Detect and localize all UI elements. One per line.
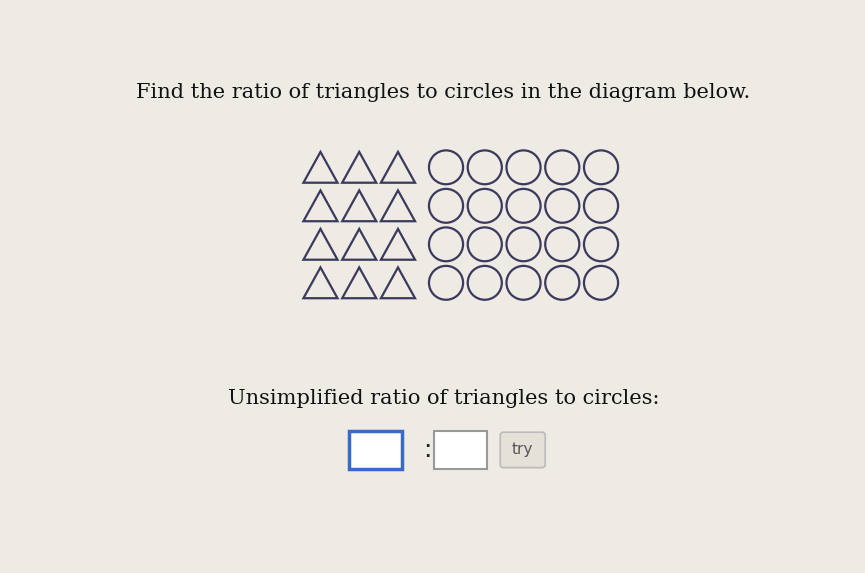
- Text: try: try: [512, 442, 534, 457]
- Polygon shape: [304, 268, 337, 298]
- Polygon shape: [381, 152, 415, 183]
- Polygon shape: [381, 229, 415, 260]
- Polygon shape: [381, 190, 415, 221]
- Circle shape: [507, 266, 541, 300]
- Polygon shape: [343, 268, 376, 298]
- Circle shape: [584, 227, 618, 261]
- FancyBboxPatch shape: [349, 431, 402, 469]
- Circle shape: [507, 150, 541, 185]
- Circle shape: [545, 266, 580, 300]
- Circle shape: [545, 227, 580, 261]
- Circle shape: [545, 189, 580, 223]
- Circle shape: [468, 150, 502, 185]
- Circle shape: [429, 227, 463, 261]
- Circle shape: [429, 150, 463, 185]
- Text: Find the ratio of triangles to circles in the diagram below.: Find the ratio of triangles to circles i…: [136, 83, 751, 101]
- Circle shape: [468, 266, 502, 300]
- Polygon shape: [343, 152, 376, 183]
- Polygon shape: [381, 268, 415, 298]
- FancyBboxPatch shape: [500, 432, 545, 468]
- Polygon shape: [343, 190, 376, 221]
- Polygon shape: [304, 190, 337, 221]
- Polygon shape: [343, 229, 376, 260]
- Circle shape: [584, 266, 618, 300]
- Circle shape: [584, 150, 618, 185]
- Circle shape: [584, 189, 618, 223]
- Circle shape: [429, 189, 463, 223]
- Text: Unsimplified ratio of triangles to circles:: Unsimplified ratio of triangles to circl…: [227, 389, 659, 408]
- Circle shape: [507, 227, 541, 261]
- Circle shape: [468, 189, 502, 223]
- Polygon shape: [304, 229, 337, 260]
- Text: :: :: [423, 438, 432, 462]
- Circle shape: [429, 266, 463, 300]
- Circle shape: [545, 150, 580, 185]
- Circle shape: [507, 189, 541, 223]
- Polygon shape: [304, 152, 337, 183]
- FancyBboxPatch shape: [434, 431, 487, 469]
- Circle shape: [468, 227, 502, 261]
